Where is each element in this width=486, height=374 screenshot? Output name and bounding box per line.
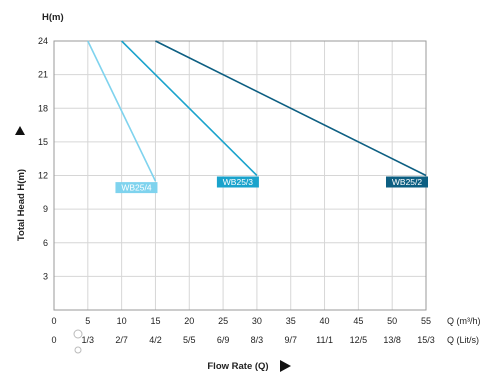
- x-tick-label-ls: 6/9: [217, 335, 230, 345]
- x-tick-label-ls: 15/3: [417, 335, 435, 345]
- y-tick-label: 21: [38, 70, 48, 80]
- x-tick-label-ls: 4/2: [149, 335, 162, 345]
- axes: 3 6 9 12 15 18 21 24 0 5 10 15 20 25 30 35 40 45 50 55 0 1/3 2…: [38, 36, 435, 345]
- x-row1-unit-label: Q (m³/h): [447, 316, 481, 326]
- x-tick-label-ls: 8/3: [251, 335, 264, 345]
- x-tick-label-m3h: 40: [320, 316, 330, 326]
- series-label-bg: [115, 182, 158, 194]
- x-tick-label-m3h: 10: [117, 316, 127, 326]
- grid: [53, 40, 427, 310]
- y-unit-label: H(m): [42, 12, 64, 23]
- x-tick-label-ls: 9/7: [284, 335, 297, 345]
- x-tick-label-m3h: 25: [218, 316, 228, 326]
- x-tick-label-m3h: 5: [85, 316, 90, 326]
- series-line: [121, 40, 258, 177]
- series-line: [155, 40, 427, 177]
- series-label: WB25/3: [223, 177, 254, 187]
- y-tick-label: 12: [38, 171, 48, 181]
- x-tick-label-m3h: 50: [387, 316, 397, 326]
- decorative-circle-icon: [73, 329, 83, 339]
- series-labels: WB25/4 WB25/3 WB25/2: [115, 176, 428, 194]
- y-tick-label: 24: [38, 36, 48, 46]
- series-line: [87, 40, 157, 182]
- x-row2-unit-label: Q (Lit/s): [447, 335, 479, 345]
- y-tick-label: 6: [43, 238, 48, 248]
- y-tick-label: 15: [38, 137, 48, 147]
- x-axis-title: Flow Rate (Q): [207, 361, 268, 372]
- series-label: WB25/4: [121, 183, 152, 193]
- x-tick-label-ls: 13/8: [383, 335, 401, 345]
- y-tick-label: 9: [43, 204, 48, 214]
- x-tick-label-m3h: 20: [184, 316, 194, 326]
- x-tick-label-ls: 0: [51, 335, 56, 345]
- y-axis-title: Total Head H(m): [16, 169, 27, 241]
- x-tick-label-ls: 11/1: [316, 335, 333, 345]
- y-tick-label: 3: [43, 271, 48, 281]
- x-axis-arrow-icon: [280, 360, 291, 372]
- series-label-bg: [386, 176, 428, 188]
- y-tick-label: 18: [38, 103, 48, 113]
- x-tick-label-m3h: 35: [286, 316, 296, 326]
- x-tick-label-ls: 1/3: [82, 335, 95, 345]
- decorative-circle-icon: [74, 346, 82, 354]
- x-tick-label-m3h: 55: [421, 316, 431, 326]
- x-tick-label-ls: 2/7: [115, 335, 128, 345]
- x-tick-label-m3h: 30: [252, 316, 262, 326]
- series-label-bg: [216, 176, 259, 188]
- series-label: WB25/2: [392, 177, 423, 187]
- x-tick-label-m3h: 45: [353, 316, 363, 326]
- series-lines: [87, 40, 427, 182]
- x-tick-label-m3h: 0: [51, 316, 56, 326]
- x-tick-label-ls: 12/5: [350, 335, 368, 345]
- x-tick-label-m3h: 15: [150, 316, 160, 326]
- y-axis-arrow-icon: [15, 126, 25, 135]
- x-tick-label-ls: 5/5: [183, 335, 196, 345]
